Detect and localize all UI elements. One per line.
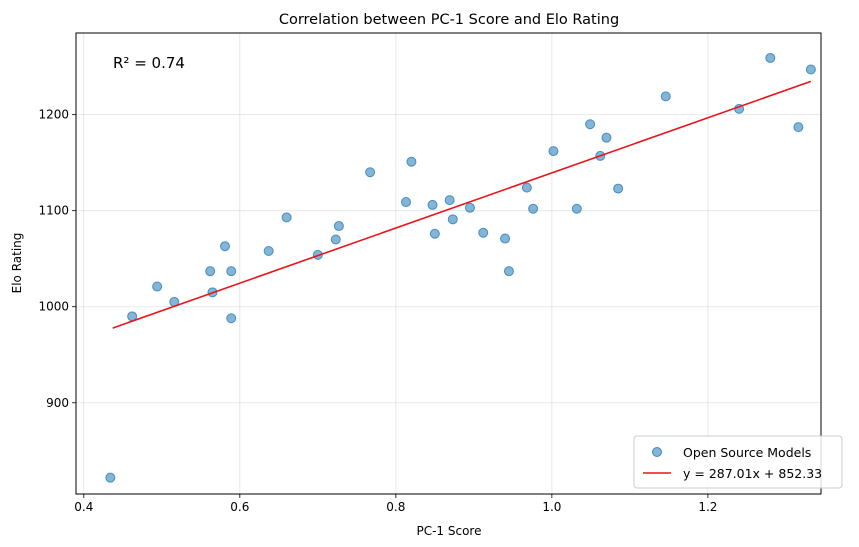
scatter-point bbox=[400, 197, 411, 208]
scatter-point bbox=[330, 234, 341, 245]
scatter-point bbox=[548, 146, 559, 157]
scatter-point bbox=[226, 266, 237, 277]
scatter-point bbox=[263, 246, 274, 257]
scatter-point bbox=[205, 266, 216, 277]
y-tick-label: 1000 bbox=[38, 300, 69, 314]
legend-frame bbox=[633, 435, 843, 489]
scatter-point bbox=[281, 212, 292, 223]
scatter-point bbox=[571, 203, 582, 214]
scatter-point bbox=[765, 52, 776, 63]
scatter-point bbox=[365, 167, 376, 178]
scatter-point bbox=[500, 233, 511, 244]
chart-title: Correlation between PC-1 Score and Elo R… bbox=[279, 12, 619, 28]
legend-label-scatter: Open Source Models bbox=[683, 445, 811, 460]
scatter-point bbox=[226, 313, 237, 324]
x-tick-label: 0.8 bbox=[386, 500, 405, 514]
scatter-point bbox=[429, 228, 440, 239]
scatter-point bbox=[152, 281, 163, 292]
scatter-point bbox=[805, 64, 816, 75]
scatter-point bbox=[447, 214, 458, 225]
scatter-point bbox=[585, 119, 596, 130]
grid-lines bbox=[76, 33, 821, 494]
legend: Open Source Models y = 287.01x + 852.33 bbox=[633, 435, 843, 489]
x-tick-label: 1.0 bbox=[542, 500, 561, 514]
axis-ticks: 0.4 0.6 0.8 1.0 1.2 900 1000 1100 1200 bbox=[38, 108, 717, 514]
data-marks bbox=[105, 52, 816, 483]
scatter-point bbox=[464, 202, 475, 213]
y-tick-label: 1100 bbox=[38, 204, 69, 218]
scatter-point bbox=[613, 183, 624, 194]
scatter-point bbox=[503, 266, 514, 277]
scatter-point bbox=[478, 227, 489, 238]
x-tick-label: 1.2 bbox=[698, 500, 717, 514]
scatter-point bbox=[406, 156, 417, 167]
y-axis-label: Elo Rating bbox=[10, 233, 24, 294]
legend-label-fit-line: y = 287.01x + 852.33 bbox=[683, 466, 822, 481]
x-tick-label: 0.4 bbox=[74, 500, 93, 514]
plot-frame bbox=[75, 32, 822, 495]
x-tick-label: 0.6 bbox=[230, 500, 249, 514]
x-axis-label: PC-1 Score bbox=[416, 524, 481, 538]
scatter-point bbox=[601, 132, 612, 143]
scatter-point bbox=[528, 203, 539, 214]
scatter-point bbox=[521, 182, 532, 193]
legend-scatter-marker bbox=[652, 447, 662, 457]
scatter-point bbox=[660, 91, 671, 102]
regression-line bbox=[112, 80, 812, 329]
scatter-point bbox=[333, 221, 344, 232]
r-squared-annotation: R² = 0.74 bbox=[113, 54, 185, 72]
scatter-point bbox=[793, 122, 804, 133]
scatter-point bbox=[427, 199, 438, 210]
scatter-point bbox=[220, 241, 230, 252]
scatter-point bbox=[444, 195, 455, 206]
y-tick-label: 900 bbox=[46, 396, 69, 410]
scatter-point bbox=[105, 472, 116, 483]
y-tick-label: 1200 bbox=[38, 108, 69, 122]
